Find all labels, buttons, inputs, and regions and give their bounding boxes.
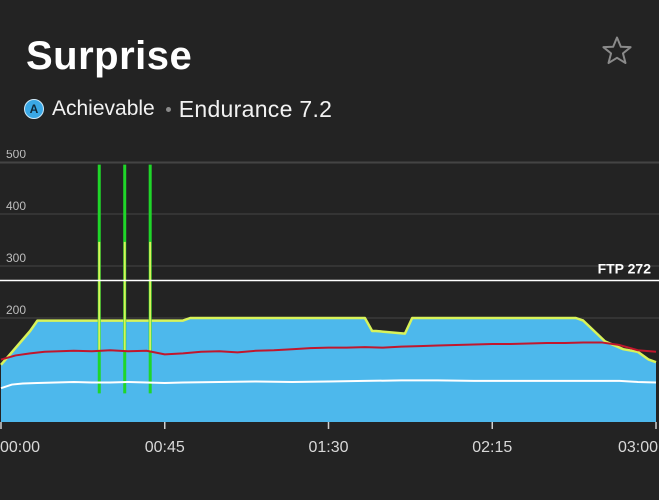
workout-meta: A Achievable Endurance 7.2 bbox=[24, 94, 332, 124]
workout-chart[interactable]: 200 300 400 500 FTP 272 00:00 00:45 01:30 02:15 0… bbox=[0, 150, 659, 470]
x-tick-label: 00:00 bbox=[0, 439, 40, 456]
y-tick-label: 300 bbox=[6, 251, 26, 265]
y-tick-label: 200 bbox=[6, 303, 26, 317]
ftp-label: FTP 272 bbox=[598, 261, 652, 277]
power-line bbox=[0, 341, 657, 361]
x-tick-label: 03:00 bbox=[618, 439, 658, 456]
y-tick-label: 400 bbox=[6, 199, 26, 213]
x-tick-label: 00:45 bbox=[145, 439, 185, 456]
zone-level-label: Endurance 7.2 bbox=[178, 95, 333, 122]
separator-dot bbox=[165, 106, 171, 112]
cadence-line bbox=[0, 379, 657, 390]
y-tick-label: 500 bbox=[6, 150, 26, 161]
x-tick-label: 01:30 bbox=[308, 439, 348, 456]
star-icon[interactable] bbox=[600, 34, 634, 68]
x-tick-label: 02:15 bbox=[472, 439, 512, 456]
achievability-label: Achievable bbox=[52, 97, 155, 120]
target-power-line bbox=[0, 316, 657, 366]
achievable-badge-icon: A bbox=[24, 99, 44, 119]
workout-title: Surprise bbox=[26, 34, 193, 78]
